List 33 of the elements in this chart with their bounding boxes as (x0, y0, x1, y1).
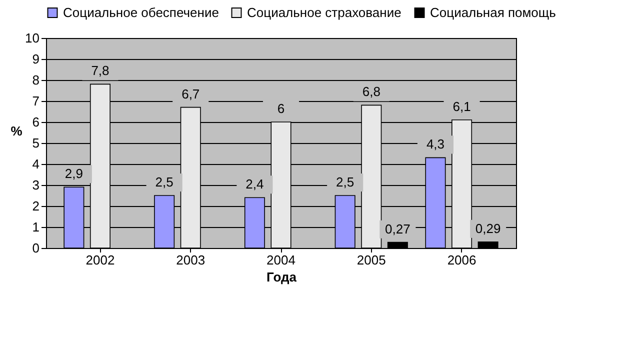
legend-label: Социальная помощь (430, 4, 556, 20)
data-label: 2,5 (336, 174, 354, 190)
y-tick-label: 6 (32, 114, 40, 130)
data-label: 4,3 (426, 136, 445, 152)
y-tick-label: 9 (32, 52, 40, 66)
data-label: 2,9 (64, 166, 83, 182)
x-tick-label: 2002 (86, 252, 115, 268)
y-tick-label: 3 (32, 178, 40, 192)
legend-label: Социальное страхование (247, 4, 402, 20)
legend-label: Социальное обеспечение (63, 4, 219, 20)
x-tick-label: 2005 (356, 252, 386, 268)
data-label: 6,8 (362, 84, 380, 100)
data-label: 6,7 (182, 86, 200, 102)
data-label: 2,4 (246, 176, 264, 192)
data-label: 0,27 (385, 221, 410, 236)
x-tick-label: 2006 (447, 252, 476, 268)
data-label: 7,8 (91, 63, 110, 78)
x-axis-title: Года (266, 270, 298, 284)
data-label: 2,5 (155, 174, 174, 190)
y-tick-label: 1 (32, 220, 40, 234)
x-tick-label: 2004 (266, 252, 296, 268)
x-tick-label: 2003 (176, 252, 206, 268)
y-tick-label: 7 (32, 94, 40, 108)
y-tick-label: 4 (32, 156, 40, 172)
data-label: 0,29 (475, 220, 501, 236)
y-tick-label: 2 (32, 198, 40, 214)
y-tick-label: 0 (32, 240, 40, 256)
y-axis-title: % (10, 124, 23, 138)
y-tick-label: 5 (32, 136, 40, 150)
y-tick-label: 10 (25, 30, 40, 46)
data-label: 6 (277, 101, 285, 116)
y-tick-label: 8 (32, 72, 40, 88)
data-label: 6,1 (452, 98, 471, 114)
